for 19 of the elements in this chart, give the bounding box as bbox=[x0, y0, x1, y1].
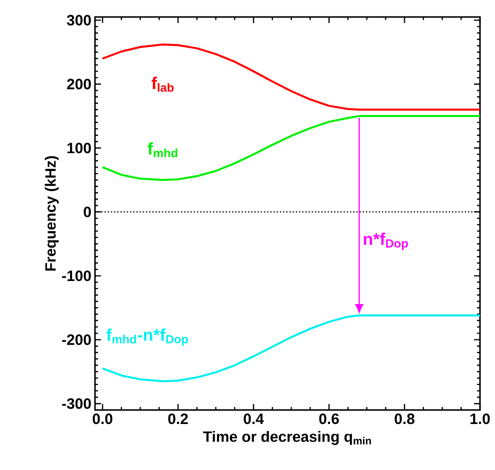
x-tick-label: 1.0 bbox=[470, 414, 490, 424]
x-axis-title: Time or decreasing q$_{min}$ bbox=[203, 430, 371, 445]
y-tick-label: -100 bbox=[62, 270, 91, 282]
y-tick-label: 100 bbox=[67, 142, 91, 154]
y-tick-label: 200 bbox=[67, 78, 91, 90]
series-label: f$_{mhd}$ bbox=[148, 142, 178, 158]
y-tick-label: 0 bbox=[84, 206, 91, 218]
y-tick-label: -300 bbox=[62, 398, 91, 409]
y-axis-title: Frequency (kHz) bbox=[44, 156, 59, 271]
y-tick-label: -200 bbox=[62, 334, 91, 345]
x-tick-label: 0.4 bbox=[244, 414, 264, 424]
series-label: f$_{lab}$ bbox=[152, 76, 174, 92]
x-tick-label: 0.6 bbox=[319, 414, 339, 424]
y-tick-label: 300 bbox=[66, 14, 91, 26]
annotation: n*f$_{Dop}$ bbox=[364, 232, 408, 250]
x-tick-label: 0.0 bbox=[92, 414, 112, 424]
x-tick-label: 0.2 bbox=[168, 414, 188, 424]
x-tick-label: 0.8 bbox=[394, 414, 414, 424]
series-label: f$_{mhd}$-n*f$_{Dop}$ bbox=[106, 328, 188, 346]
